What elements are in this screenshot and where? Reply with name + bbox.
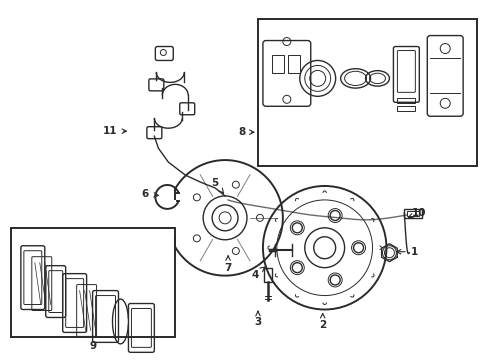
Bar — [397, 106, 414, 111]
Text: 5: 5 — [211, 178, 223, 193]
Text: 8: 8 — [238, 127, 253, 137]
Text: 9: 9 — [89, 341, 96, 351]
Bar — [404, 209, 422, 218]
Text: 6: 6 — [142, 189, 158, 199]
Bar — [271, 55, 283, 73]
Bar — [258, 19, 476, 166]
Text: 3: 3 — [254, 311, 261, 328]
Bar — [264, 268, 271, 282]
Text: 2: 2 — [318, 314, 325, 330]
Text: 11: 11 — [103, 126, 126, 136]
Bar — [287, 55, 299, 73]
Text: 10: 10 — [407, 208, 426, 218]
Text: 4: 4 — [251, 267, 264, 280]
Bar — [11, 228, 175, 337]
Bar — [397, 98, 414, 103]
Text: 7: 7 — [224, 256, 231, 273]
Bar — [407, 211, 419, 216]
Text: 1: 1 — [396, 247, 417, 257]
